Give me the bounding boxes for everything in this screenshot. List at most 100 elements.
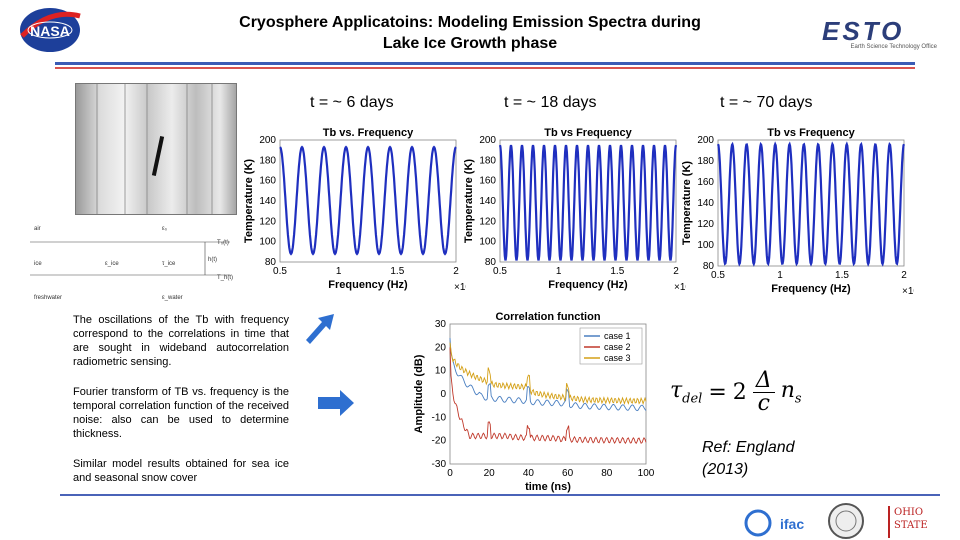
x-tick-label: 1.5 [390,266,404,277]
formula-coef: 2 [732,380,747,405]
correlation-series-1 [449,337,647,412]
y-tick-label: 160 [259,176,276,187]
y-tick-label: -30 [432,459,447,470]
y-tick-label: 80 [703,261,715,272]
y-axis-label: Temperature (K) [681,161,693,245]
legend-entry: case 2 [604,342,631,352]
x-tick-label: 80 [601,468,613,479]
x-tick-label: 2 [901,270,907,281]
bottom-rule [60,494,940,496]
diagram-label-th: T_h(t) [217,275,233,281]
y-tick-label: 140 [697,198,714,209]
paragraph-oscillations: The oscillations of the Tb with frequenc… [73,314,289,368]
y-tick-label: 100 [697,240,714,251]
x-exponent-label: ×10⁹ [902,286,914,297]
y-tick-label: 30 [435,319,447,330]
t-label-6-days: t = ~ 6 days [310,94,394,111]
y-tick-label: 180 [697,156,714,167]
y-tick-label: 80 [485,257,497,268]
x-tick-label: 0.5 [493,266,507,277]
diagram-label-t0: T₀(t) [217,240,229,246]
tb-series-line [279,145,457,256]
title-line-1: Cryosphere Applicatoins: Modeling Emissi… [239,14,701,31]
y-tick-label: 140 [479,196,496,207]
y-tick-label: 140 [259,196,276,207]
chart-title: Tb vs Frequency [767,127,855,139]
y-tick-label: -10 [432,412,447,423]
formula-rhs: ns [780,378,802,407]
x-tick-label: 2 [673,266,679,277]
formula-eq: = [708,380,727,405]
legend-entry: case 3 [604,353,631,363]
t-label-18-days: t = ~ 18 days [504,94,597,111]
legend-entry: case 1 [604,331,631,341]
svg-text:ifac: ifac [780,516,804,532]
ice-layer-diagram: air ε₀ T₀(t) ice ε_ice τ_ice h(t) T_h(t)… [30,226,233,301]
correlation-series-2 [449,347,647,445]
chart-title: Tb vs Frequency [544,127,632,139]
tb-series-line [498,144,678,261]
x-tick-label: 0.5 [273,266,287,277]
nasa-logo: NASA [20,8,81,52]
x-exponent-label: ×10⁹ [674,282,686,293]
esto-logo-text: ESTO [822,16,905,46]
diagram-label-ice: ice [34,261,42,267]
x-exponent-label: ×10⁹ [454,282,466,293]
top-rule-blue [55,62,915,65]
x-tick-label: 100 [638,468,654,479]
x-axis-label: Frequency (Hz) [548,279,628,291]
x-tick-label: 1.5 [610,266,624,277]
diagram-label-freshwater: freshwater [34,295,62,301]
x-tick-label: 1 [556,266,562,277]
tb-chart-6-days: Tb vs. Frequency 0.5 1 1.5 2 80 100 120 140 160 18… [243,127,466,293]
y-tick-label: 200 [479,135,496,146]
reference-line-2: (2013) [702,461,749,478]
x-tick-label: 1 [336,266,342,277]
y-tick-label: -20 [432,436,447,447]
tb-series-line [716,141,906,267]
t-label-70-days: t = ~ 70 days [720,94,813,111]
x-axis-label: Frequency (Hz) [328,279,408,291]
y-tick-label: 200 [259,135,276,146]
formula-fraction: Δ c [752,370,775,415]
y-tick-label: 80 [265,257,277,268]
ohio-state-logo: OHIO STATE [888,506,936,538]
seal-logo [828,503,864,539]
ohio-state-text: OHIO STATE [894,507,928,531]
x-axis-label: Frequency (Hz) [771,283,851,295]
y-tick-label: 200 [697,135,714,146]
y-tick-label: 160 [479,176,496,187]
y-tick-label: 180 [259,155,276,166]
x-tick-label: 1.5 [835,270,849,281]
y-tick-label: 160 [697,177,714,188]
x-tick-label: 60 [562,468,574,479]
y-tick-label: 0 [440,389,446,400]
y-axis-label: Amplitude (dB) [414,354,425,433]
paragraph-sea-ice: Similar model results obtained for sea i… [73,458,289,484]
esto-logo: ESTO Earth Science Technology Office [822,16,937,50]
x-tick-label: 0.5 [711,270,725,281]
y-tick-label: 100 [259,237,276,248]
tb-chart-18-days: Tb vs Frequency 0.5 1 1.5 2 80 100 120 140 160 180… [463,127,686,293]
paragraph-fourier: Fourier transform of TB vs. frequency is… [73,386,289,440]
reference: Ref: England (2013) [702,437,795,481]
y-tick-label: 10 [435,366,447,377]
ifac-logo: ifac [744,509,804,537]
lake-ice-photo [75,83,237,215]
diagram-label-ewater: ε_water [162,295,183,301]
x-tick-label: 2 [453,266,459,277]
diagram-label-e0: ε₀ [162,226,168,232]
correlation-series-3 [449,342,647,406]
y-tick-label: 180 [479,155,496,166]
svg-text:NASA: NASA [30,23,70,39]
diagram-label-eice: ε_ice [105,261,119,267]
y-tick-label: 120 [479,216,496,227]
chart-title: Correlation function [495,311,600,323]
y-tick-label: 20 [435,342,447,353]
diagram-label-h: h(t) [208,257,217,263]
formula-lhs: τdel [670,378,703,407]
x-tick-label: 0 [447,468,453,479]
x-axis-label: time (ns) [525,481,571,493]
diagram-label-tauice: τ_ice [162,261,176,267]
